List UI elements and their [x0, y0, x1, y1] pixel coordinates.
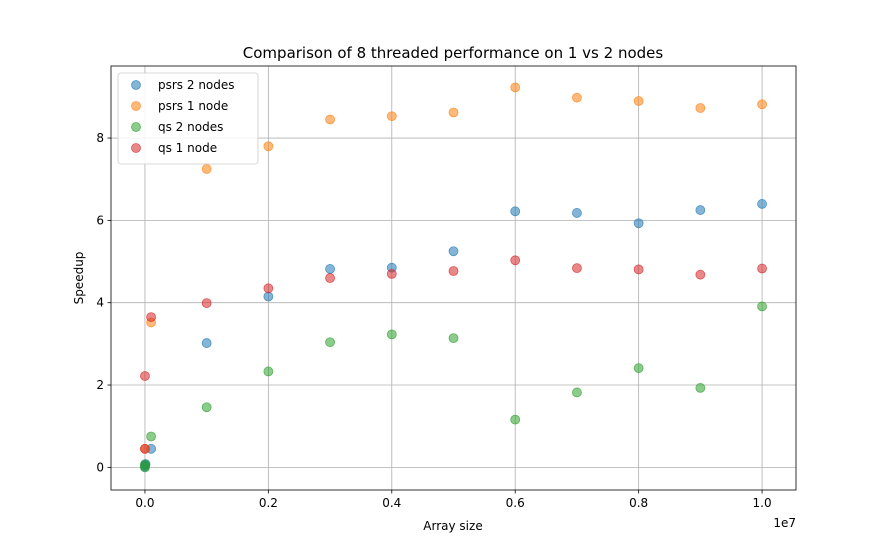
point-qs-1-node	[757, 263, 767, 274]
point-psrs-1-node	[695, 103, 706, 113]
legend-marker	[131, 80, 141, 90]
point-psrs-2-nodes	[757, 199, 767, 209]
point-psrs-1-node	[386, 111, 397, 122]
plot-frame	[110, 65, 797, 491]
point-qs-1-node	[448, 266, 459, 276]
legend-label: qs 2 nodes	[158, 120, 223, 134]
chart-title: Comparison of 8 threaded performance on …	[243, 44, 664, 62]
point-psrs-2-nodes	[448, 246, 459, 257]
y-axis-label: Speedup	[72, 252, 86, 305]
point-qs-2-nodes	[201, 402, 212, 413]
x-axis-offset-label: 1e7	[773, 516, 796, 530]
point-psrs-1-node	[757, 99, 767, 110]
point-psrs-2-nodes	[695, 205, 706, 215]
point-psrs-2-nodes	[201, 338, 212, 348]
point-psrs-1-node	[325, 114, 335, 125]
axis-ticks: 0.0 0.2 0.4 0.6 0.8 1.0 0 2 4 6 8	[96, 131, 771, 510]
point-qs-2-nodes	[263, 366, 274, 377]
x-tick-label: 0.8	[629, 496, 648, 510]
point-psrs-1-node	[633, 96, 644, 106]
point-qs-2-nodes	[140, 459, 150, 470]
y-tick-label: 2	[96, 378, 104, 392]
point-qs-1-node	[146, 312, 157, 323]
point-qs-2-nodes	[448, 333, 459, 344]
x-tick-label: 1.0	[753, 496, 772, 510]
x-axis-label: Array size	[423, 519, 482, 533]
point-qs-1-node	[201, 298, 212, 309]
legend-marker	[131, 101, 141, 111]
point-qs-2-nodes	[510, 414, 521, 425]
point-qs-1-node	[386, 268, 397, 279]
y-tick-label: 0	[96, 460, 104, 474]
point-psrs-1-node	[263, 141, 274, 152]
point-qs-1-node	[140, 443, 150, 454]
legend-marker	[131, 122, 141, 132]
point-psrs-1-node	[201, 164, 212, 174]
data-points	[140, 82, 767, 473]
point-psrs-1-node	[510, 82, 521, 93]
point-qs-2-nodes	[572, 387, 582, 398]
point-qs-1-node	[325, 273, 335, 283]
x-tick-label: 0.0	[135, 496, 154, 510]
point-qs-2-nodes	[757, 301, 767, 312]
point-psrs-1-node	[572, 92, 582, 103]
x-tick-label: 0.2	[259, 496, 278, 510]
y-tick-label: 8	[96, 131, 104, 145]
point-psrs-2-nodes	[325, 264, 335, 274]
point-psrs-2-nodes	[572, 208, 582, 218]
x-tick-label: 0.4	[382, 496, 401, 510]
point-qs-1-node	[510, 255, 521, 266]
point-psrs-2-nodes	[263, 291, 274, 302]
point-qs-2-nodes	[325, 337, 335, 348]
legend-marker	[131, 143, 141, 153]
legend-box	[117, 72, 259, 165]
legend: psrs 2 nodes psrs 1 node qs 2 nodes qs 1 no…	[117, 72, 259, 165]
y-tick-label: 4	[96, 296, 104, 310]
legend-label: psrs 1 node	[158, 99, 228, 113]
point-qs-1-node	[695, 269, 706, 280]
point-qs-2-nodes	[386, 329, 397, 340]
point-qs-1-node	[633, 264, 644, 275]
point-psrs-1-node	[448, 107, 459, 118]
point-qs-1-node	[572, 263, 582, 274]
point-qs-1-node	[263, 283, 274, 294]
legend-label: qs 1 node	[158, 141, 217, 155]
point-qs-1-node	[140, 371, 150, 381]
point-qs-2-nodes	[146, 431, 157, 442]
point-qs-2-nodes	[633, 363, 644, 374]
legend-label: psrs 2 nodes	[158, 78, 235, 92]
y-tick-label: 6	[96, 213, 104, 227]
point-psrs-2-nodes	[510, 206, 521, 217]
x-tick-label: 0.6	[506, 496, 525, 510]
point-qs-2-nodes	[695, 383, 706, 393]
point-psrs-2-nodes	[633, 218, 644, 229]
